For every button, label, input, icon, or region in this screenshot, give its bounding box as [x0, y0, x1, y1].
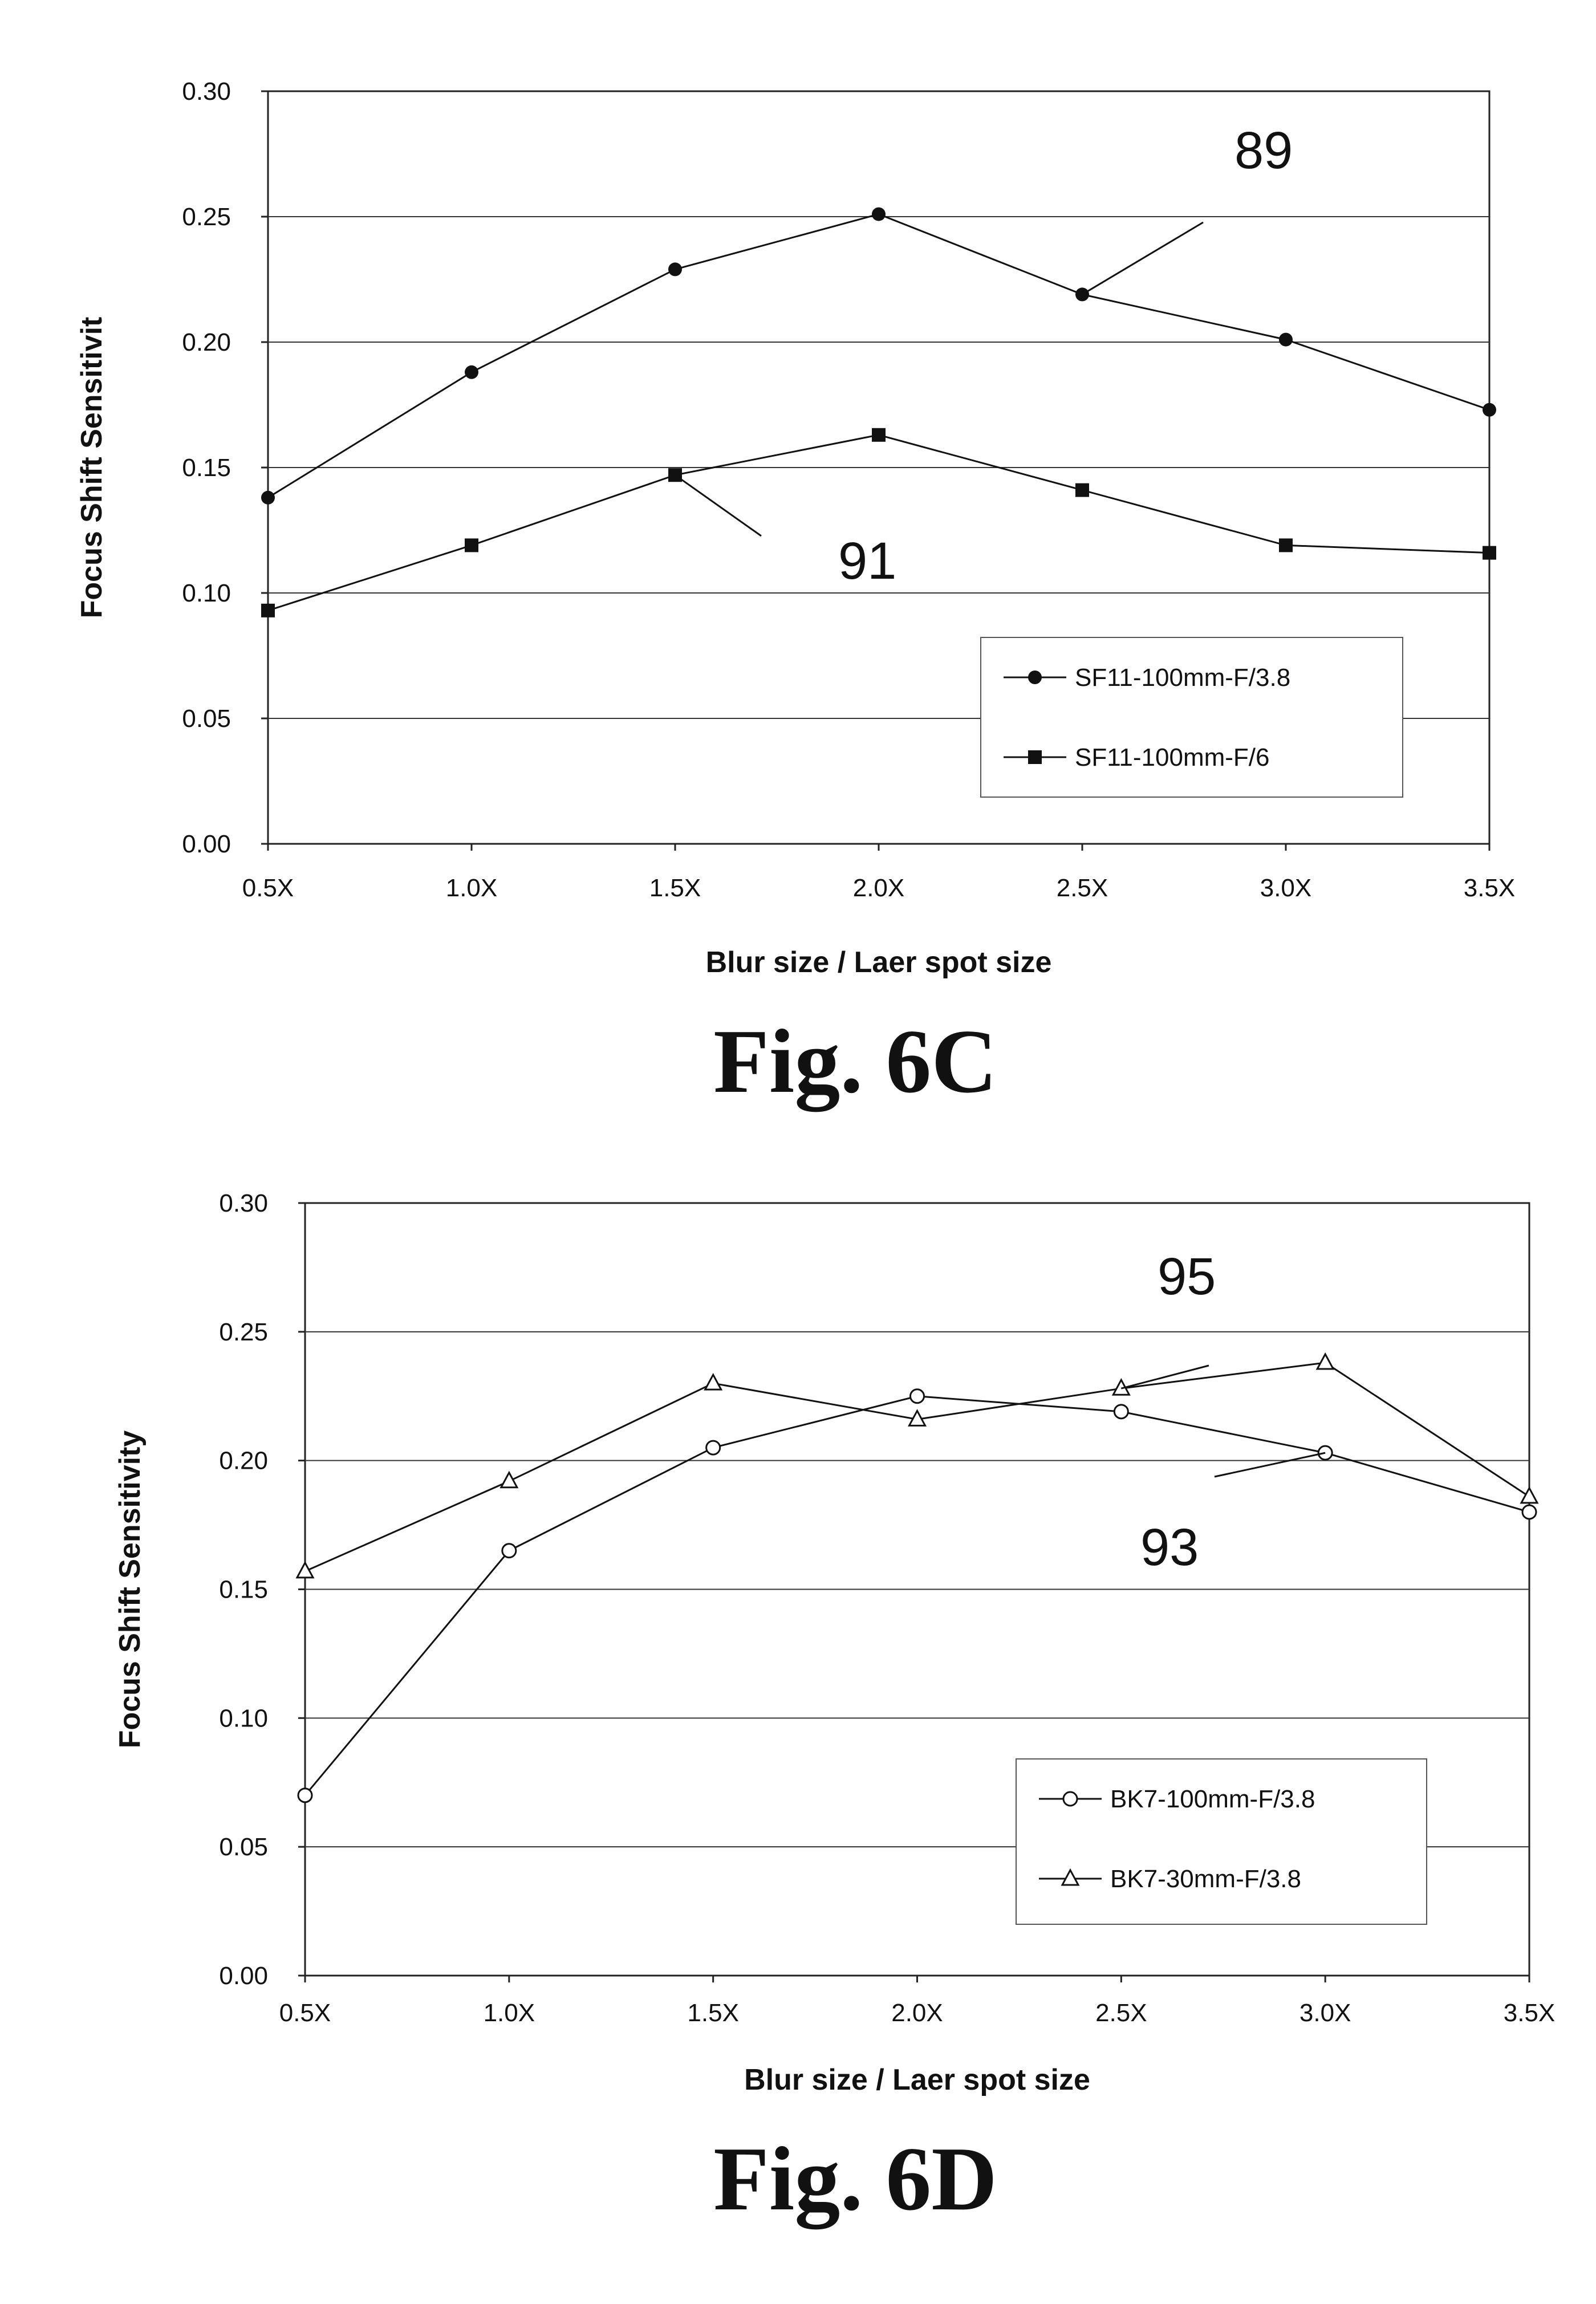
chart-2: 0.00 0.05 0.10 0.15 0.20 0.25 0.30 0.5X 1.0X 1.5X… [113, 1189, 1555, 2230]
x-axis-title: Blur size / Laer spot size [706, 946, 1052, 979]
y-tick-label: 0.10 [182, 579, 231, 607]
annotation-label: 89 [1234, 121, 1293, 180]
y-axis-title: Focus Shift Sensitivity [113, 1431, 147, 1749]
y-tick-label: 0.30 [219, 1189, 268, 1217]
y-tick-label: 0.20 [219, 1447, 268, 1475]
x-tick-label: 2.5X [1057, 874, 1108, 902]
figure-caption: Fig. 6C [713, 1010, 997, 1112]
y-tick-label: 0.00 [182, 830, 231, 858]
y-tick-label: 0.20 [182, 328, 231, 356]
data-point [465, 538, 478, 552]
y-tick-label: 0.25 [182, 203, 231, 231]
data-point [1279, 333, 1293, 347]
legend-box [981, 637, 1403, 797]
data-point [1279, 538, 1293, 552]
data-point [261, 604, 275, 617]
figure-caption: Fig. 6D [713, 2128, 997, 2230]
x-axis-title: Blur size / Laer spot size [744, 2063, 1090, 2096]
x-tick-label: 3.0X [1260, 874, 1312, 902]
legend: BK7-100mm-F/3.8 BK7-30mm-F/3.8 [1016, 1759, 1427, 1924]
x-tick-label: 1.5X [687, 1999, 739, 2027]
x-tick-label: 3.0X [1299, 1999, 1351, 2027]
y-tick-label: 0.15 [182, 454, 231, 482]
x-tick-label: 0.5X [242, 874, 294, 902]
data-point [668, 262, 682, 276]
data-point [1114, 1405, 1128, 1419]
x-tick-label: 1.0X [446, 874, 498, 902]
x-tick-label: 2.5X [1095, 1999, 1147, 2027]
y-axis-title: Focus Shift Sensitivit [75, 317, 108, 619]
legend-marker [1063, 1792, 1077, 1806]
data-point [706, 1441, 720, 1454]
legend-label: SF11-100mm-F/3.8 [1075, 664, 1290, 692]
y-tick-label: 0.05 [219, 1833, 268, 1861]
x-tick-label: 3.5X [1504, 1999, 1556, 2027]
legend-marker [1028, 750, 1042, 764]
legend-label: BK7-30mm-F/3.8 [1110, 1865, 1301, 1893]
y-tick-label: 0.00 [219, 1962, 268, 1990]
x-tick-label: 1.5X [649, 874, 701, 902]
data-point [502, 1544, 516, 1558]
x-tick-label: 3.5X [1464, 874, 1516, 902]
x-tick-label: 0.5X [279, 1999, 331, 2027]
data-point [1075, 483, 1089, 497]
annotation-label: 95 [1158, 1248, 1216, 1306]
y-tick-label: 0.10 [219, 1704, 268, 1732]
y-tick-label: 0.05 [182, 705, 231, 733]
x-tick-label: 1.0X [484, 1999, 535, 2027]
data-point [911, 1389, 924, 1403]
legend-label: BK7-100mm-F/3.8 [1110, 1785, 1315, 1813]
y-tick-label: 0.30 [182, 78, 231, 105]
x-tick-label: 2.0X [853, 874, 905, 902]
data-point [872, 208, 886, 221]
chart-1: 0.00 0.05 0.10 0.15 0.20 0.25 0.30 0.5X 1.0X 1.5X… [75, 78, 1515, 1112]
data-point [1483, 546, 1496, 560]
annotation-label: 91 [838, 532, 896, 590]
legend-label: SF11-100mm-F/6 [1075, 743, 1270, 771]
data-point [872, 428, 886, 442]
data-point [1522, 1505, 1536, 1519]
x-tick-label: 2.0X [891, 1999, 943, 2027]
legend-marker [1028, 671, 1042, 684]
data-point [261, 491, 275, 505]
data-point [465, 365, 478, 379]
data-point [298, 1789, 312, 1802]
legend-box [1016, 1759, 1427, 1924]
y-tick-label: 0.25 [219, 1318, 268, 1346]
y-tick-label: 0.15 [219, 1576, 268, 1604]
annotation-label: 93 [1140, 1518, 1199, 1576]
data-point [1483, 403, 1496, 417]
legend: SF11-100mm-F/3.8 SF11-100mm-F/6 [981, 637, 1403, 797]
